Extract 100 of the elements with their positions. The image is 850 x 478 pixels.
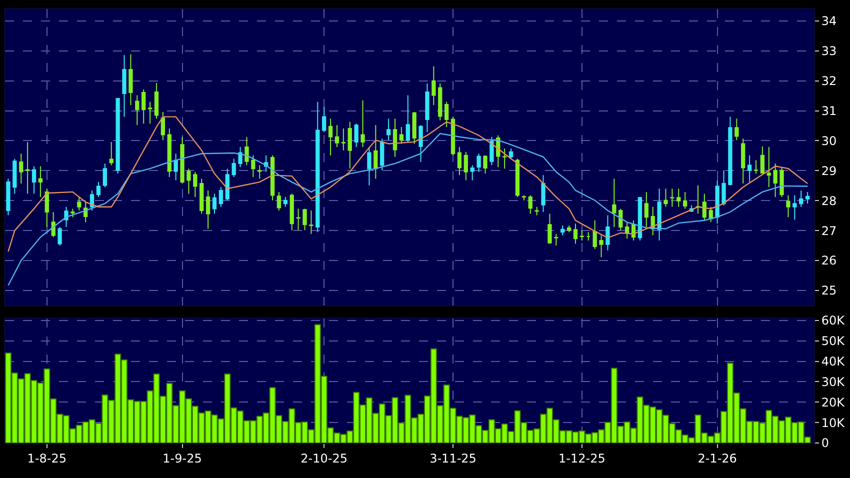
- candlestick: [167, 128, 172, 178]
- candlestick: [186, 168, 191, 194]
- candlestick: [444, 101, 449, 128]
- candlestick: [142, 89, 146, 124]
- candlestick: [780, 166, 784, 198]
- candlestick: [392, 118, 398, 158]
- line-series: [8, 116, 808, 252]
- candlestick: [109, 141, 114, 166]
- candlestick: [380, 138, 384, 171]
- candlestick: [296, 208, 300, 231]
- candlestick: [612, 178, 616, 228]
- candlestick: [657, 188, 662, 241]
- candlestick: [418, 124, 423, 162]
- candlestick: [490, 136, 494, 166]
- candlestick: [741, 138, 746, 184]
- candlestick: [734, 118, 739, 141]
- candlestick: [566, 224, 572, 233]
- y-tick-label: 29: [821, 164, 837, 178]
- x-tick-label: 1-8-25: [27, 451, 66, 466]
- candlestick: [515, 158, 520, 198]
- candlestick: [766, 146, 771, 188]
- candlestick: [154, 82, 159, 120]
- candlestick: [322, 106, 326, 133]
- y-tick-label: 30: [821, 134, 837, 148]
- candlestick: [309, 210, 314, 234]
- candlestick: [670, 188, 674, 208]
- candlestick: [374, 124, 378, 180]
- candlestick: [238, 146, 242, 168]
- candlestick: [206, 190, 210, 230]
- candlestick: [541, 174, 546, 212]
- candlestick: [386, 118, 391, 141]
- candlestick: [683, 191, 688, 210]
- y-tick-label: 26: [821, 254, 837, 268]
- candlestick: [412, 112, 416, 144]
- y-tick-label: 50K: [821, 334, 846, 348]
- candlestick: [6, 178, 10, 216]
- x-tick-label: 2-10-25: [300, 451, 348, 466]
- candlestick: [341, 128, 346, 151]
- candlestick: [270, 154, 275, 201]
- candlestick: [425, 83, 430, 133]
- candlestick: [316, 101, 320, 233]
- candlestick: [534, 206, 539, 216]
- candlestick: [302, 208, 307, 231]
- y-tick-label: 20K: [821, 395, 846, 410]
- line-series: [8, 132, 808, 286]
- candlestick: [580, 230, 584, 241]
- y-tick-label: 32: [821, 74, 837, 88]
- candlestick: [554, 233, 558, 246]
- candlestick: [180, 136, 184, 184]
- candlestick: [747, 154, 752, 183]
- candlestick: [508, 148, 514, 160]
- x-tick-label: 2-1-26: [698, 451, 737, 466]
- candlestick: [799, 190, 804, 208]
- candlestick: [44, 188, 49, 228]
- candlestick: [96, 182, 101, 198]
- candlestick: [160, 112, 166, 141]
- candlestick: [573, 223, 578, 244]
- candlestick: [244, 136, 249, 166]
- candlestick: [122, 54, 126, 118]
- candlestick: [548, 213, 552, 244]
- candlestick: [470, 164, 474, 181]
- candlestick: [84, 202, 88, 223]
- candlestick: [644, 191, 648, 228]
- candlestick: [70, 208, 75, 218]
- candlestick: [624, 222, 630, 240]
- candlestick: [805, 191, 810, 204]
- y-tick-label: 60K: [821, 314, 846, 328]
- candlestick: [77, 196, 82, 212]
- candlestick: [664, 188, 668, 208]
- candlestick: [438, 83, 442, 121]
- candlestick: [225, 168, 230, 201]
- candlestick: [32, 166, 36, 194]
- y-tick-label: 25: [821, 284, 837, 298]
- candlestick: [354, 123, 358, 148]
- candlestick: [702, 193, 706, 221]
- candlestick: [12, 158, 17, 194]
- candlestick: [135, 94, 140, 126]
- candlestick: [457, 146, 462, 176]
- candlestick: [722, 170, 726, 206]
- candlestick: [348, 121, 352, 170]
- candlestick: [432, 66, 436, 106]
- candlestick: [90, 190, 94, 212]
- candlestick: [360, 100, 365, 148]
- candlestick: [328, 118, 333, 156]
- candlestick: [773, 163, 778, 198]
- candlestick: [128, 54, 133, 106]
- candlestick: [406, 94, 410, 142]
- candlestick: [334, 124, 340, 148]
- candlestick: [592, 220, 597, 250]
- candlestick: [200, 178, 204, 214]
- candlestick: [586, 232, 590, 241]
- candlestick: [760, 146, 765, 174]
- candlestick: [560, 224, 565, 236]
- candlestick: [599, 234, 604, 258]
- candlestick: [399, 126, 404, 144]
- y-tick-label: 10K: [821, 416, 846, 430]
- candlestick: [102, 163, 107, 188]
- y-tick-label: 31: [821, 104, 837, 118]
- candlestick: [367, 146, 372, 186]
- y-tick-label: 27: [821, 224, 837, 238]
